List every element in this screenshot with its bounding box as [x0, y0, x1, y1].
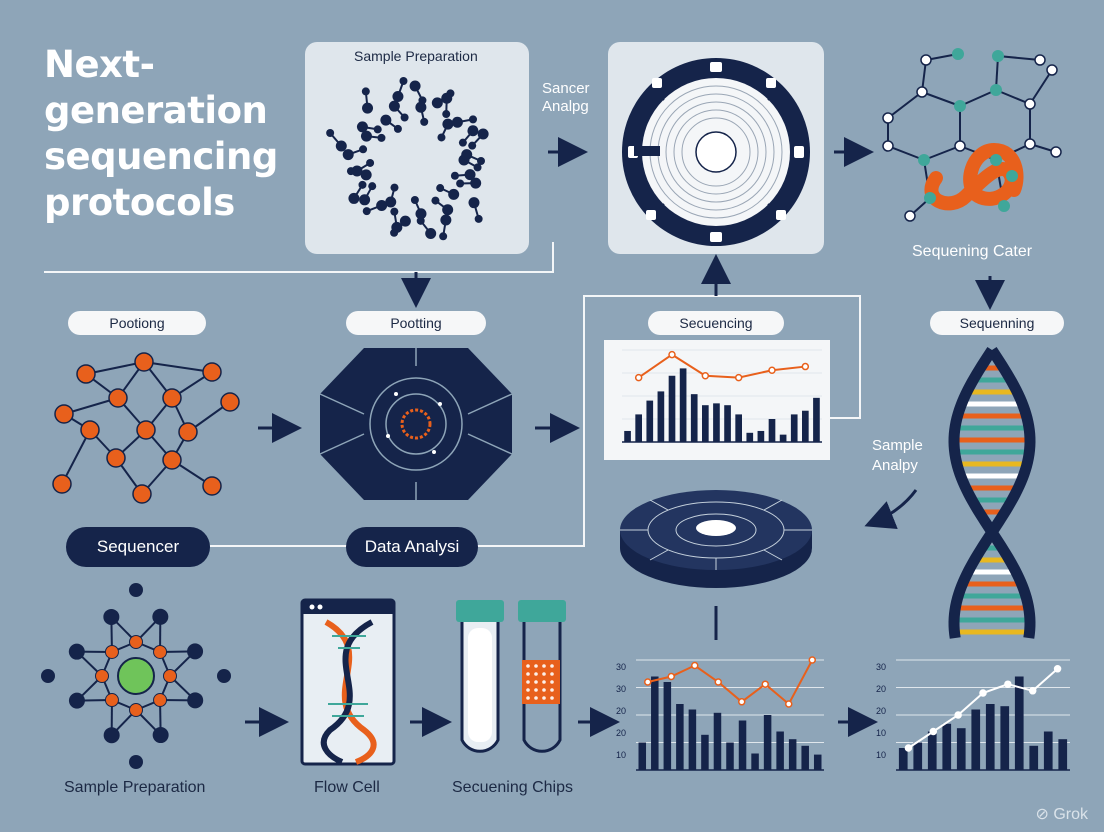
pill-data-analysi: Data Analysi	[346, 527, 478, 567]
card-label-sample-preparation: Sample Preparation	[354, 48, 478, 64]
secuencing-chart	[604, 340, 830, 460]
green-core-molecule-icon	[41, 583, 231, 769]
title-line: Next-	[44, 43, 155, 86]
label-sequening-cater: Sequening Cater	[912, 243, 1033, 260]
y-tick: 20	[616, 728, 627, 738]
y-tick: 10	[876, 728, 887, 738]
label-sancer-analpg: Sancer Analpg	[542, 80, 590, 116]
connector-lines	[44, 242, 861, 547]
label-line: Analpg	[542, 98, 589, 115]
y-tick: 20	[616, 706, 627, 716]
flow-disk-icon	[620, 490, 812, 588]
bottom-mid-chart	[636, 656, 824, 771]
bottom-right-chart	[896, 659, 1070, 771]
pill-sequencer: Sequencer	[66, 527, 210, 567]
title-line: sequencing	[44, 135, 278, 178]
y-tick: 30	[616, 662, 627, 672]
y-tick: 10	[616, 750, 627, 760]
pill-pootiong: Pootiong	[68, 311, 206, 335]
pill-secuencing: Secuencing	[648, 311, 784, 335]
pill-pootting: Pootting	[346, 311, 486, 335]
y-tick: 20	[876, 684, 887, 694]
label-flow-cell: Flow Cell	[314, 779, 380, 796]
molecule-ring-icon	[326, 76, 489, 241]
dna-helix-icon	[948, 346, 1036, 639]
flow-cell-icon	[300, 598, 396, 766]
bottom-right-chart-yticks: 30 20 20 10 10	[876, 656, 892, 766]
watermark: ⊘ Grok	[1035, 806, 1088, 823]
watermark-text: Grok	[1053, 806, 1088, 823]
label-line: Analpy	[872, 457, 918, 474]
bottom-mid-chart-yticks: 30 30 20 20 10	[616, 656, 632, 766]
label-line: Sancer	[542, 80, 590, 97]
label-secuening-chips: Secuening Chips	[452, 779, 573, 796]
hexagon-device-icon	[319, 348, 513, 500]
y-tick: 30	[616, 684, 627, 694]
label-line: Sample	[872, 437, 923, 454]
orange-network-icon	[52, 352, 240, 504]
y-tick: 30	[876, 662, 887, 672]
y-tick: 10	[876, 750, 887, 760]
test-tubes-icon	[456, 600, 566, 753]
title-line: protocols	[44, 181, 235, 224]
arrow-curve-sample-analpy	[864, 489, 918, 530]
flow-arrows	[245, 137, 1005, 737]
sequencing-disk-icon	[622, 58, 810, 246]
y-tick: 20	[876, 706, 887, 716]
label-sample-preparation-bottom: Sample Preparation	[64, 779, 206, 796]
title-line: generation	[44, 89, 268, 132]
label-sample-analpy: Sample Analpy	[872, 436, 923, 476]
protein-molecule-icon	[882, 48, 1062, 222]
pill-sequenning: Sequenning	[930, 311, 1064, 335]
page-title: Next- generation sequencing protocols	[44, 42, 304, 226]
